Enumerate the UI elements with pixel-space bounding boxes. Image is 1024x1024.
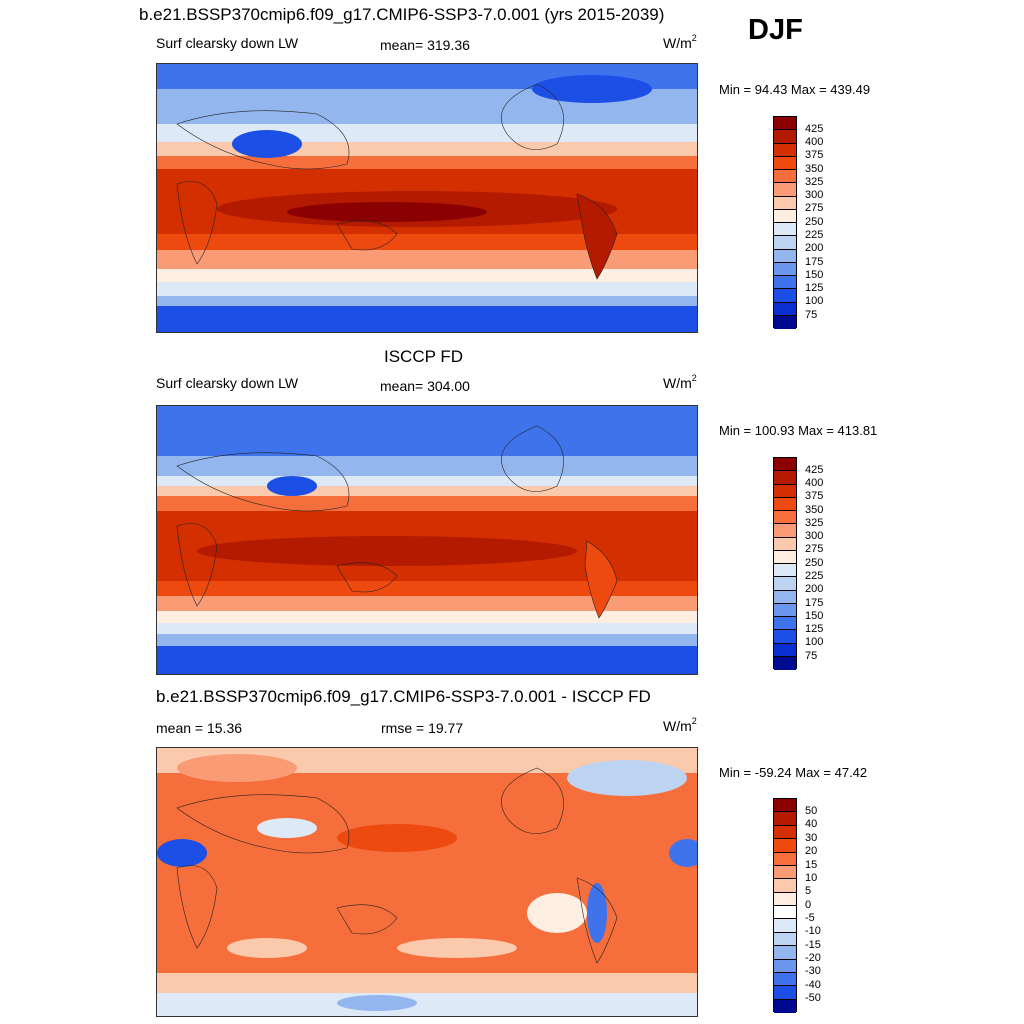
colorbar-tick-label: 10 (805, 872, 818, 884)
panel-1-units: W/m2 (663, 33, 697, 51)
colorbar-tick-label: 200 (805, 583, 824, 595)
panel-2-title: ISCCP FD (384, 347, 464, 366)
colorbar-tick-label: 275 (805, 202, 824, 214)
colorbar-tick-label: 350 (805, 163, 824, 175)
colorbar-tick-label: 400 (805, 477, 824, 489)
colorbar-tick-label: -50 (805, 992, 821, 1004)
colorbar-tick-label: 350 (805, 504, 824, 516)
colorbar-tick-label: -15 (805, 939, 821, 951)
colorbar-tick-label: 0 (805, 899, 812, 911)
colorbar-tick-label: 150 (805, 269, 824, 281)
colorbar-tick-label: 425 (805, 464, 824, 476)
panel-2-minmax: Min = 100.93 Max = 413.81 (719, 423, 878, 438)
colorbar-tick-label: 175 (805, 597, 824, 609)
colorbar-tick-label: 425 (805, 123, 824, 135)
colorbar-tick-label: 15 (805, 859, 818, 871)
panel-3-units: W/m2 (663, 716, 697, 734)
season-label: DJF (748, 14, 803, 46)
colorbar-tick-label: 275 (805, 543, 824, 555)
colorbar-tick-label: -10 (805, 925, 821, 937)
colorbar-tick-label: 225 (805, 229, 824, 241)
panel-2-mean-label: mean= 304.00 (380, 378, 470, 394)
colorbar-tick-label: 125 (805, 623, 824, 635)
panel-3-colorbar (773, 798, 797, 1013)
colorbar-tick-label: 50 (805, 805, 818, 817)
colorbar-tick-label: 20 (805, 845, 818, 857)
colorbar-tick-label: 100 (805, 636, 824, 648)
colorbar-tick-label: 75 (805, 650, 818, 662)
colorbar-tick-label: 250 (805, 557, 824, 569)
colorbar-tick-label: -30 (805, 965, 821, 977)
colorbar-tick-label: -5 (805, 912, 815, 924)
colorbar-tick-label: 300 (805, 530, 824, 542)
colorbar-tick-label: 225 (805, 570, 824, 582)
panel-1-colorbar (773, 116, 797, 329)
panel-2-map-plot (157, 406, 697, 674)
panel-2-colorbar (773, 457, 797, 670)
panel-3-map (156, 747, 698, 1017)
panel-2-units: W/m2 (663, 373, 697, 391)
panel-1-mean-label: mean= 319.36 (380, 37, 470, 53)
colorbar-tick-label: -40 (805, 979, 821, 991)
colorbar-tick-label: 325 (805, 517, 824, 529)
colorbar-tick-label: 300 (805, 189, 824, 201)
colorbar-tick-label: 40 (805, 818, 818, 830)
panel-3-map-plot (157, 748, 697, 1016)
panel-1-map (156, 63, 698, 333)
colorbar-tick-label: 125 (805, 282, 824, 294)
colorbar-tick-label: 200 (805, 242, 824, 254)
panel-3-mean-label: mean = 15.36 (156, 720, 243, 736)
colorbar-tick-label: 325 (805, 176, 824, 188)
colorbar-tick-label: 400 (805, 136, 824, 148)
colorbar-tick-label: 100 (805, 295, 824, 307)
panel-1-minmax: Min = 94.43 Max = 439.49 (719, 82, 871, 97)
panel-3-title: b.e21.BSSP370cmip6.f09_g17.CMIP6-SSP3-7.… (156, 687, 651, 706)
colorbar-tick-label: 375 (805, 490, 824, 502)
colorbar-tick-label: 30 (805, 832, 818, 844)
panel-3-minmax: Min = -59.24 Max = 47.42 (719, 765, 868, 780)
colorbar-tick-label: 150 (805, 610, 824, 622)
panel-3-rmse-label: rmse = 19.77 (381, 720, 464, 736)
panel-1-map-plot (157, 64, 697, 332)
panel-2-left-label: Surf clearsky down LW (156, 375, 299, 391)
panel-1-left-label: Surf clearsky down LW (156, 35, 299, 51)
panel-2-map (156, 405, 698, 675)
figure-title: b.e21.BSSP370cmip6.f09_g17.CMIP6-SSP3-7.… (139, 5, 665, 24)
colorbar-tick-label: -20 (805, 952, 821, 964)
colorbar-tick-label: 175 (805, 256, 824, 268)
colorbar-tick-label: 250 (805, 216, 824, 228)
colorbar-tick-label: 5 (805, 885, 812, 897)
colorbar-tick-label: 375 (805, 149, 824, 161)
colorbar-tick-label: 75 (805, 309, 818, 321)
